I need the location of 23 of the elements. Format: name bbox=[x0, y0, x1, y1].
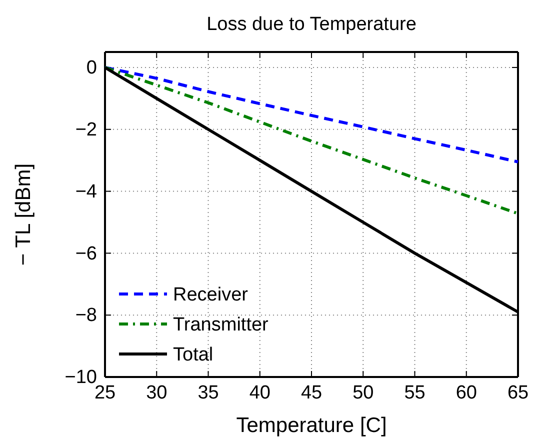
legend-label: Receiver bbox=[173, 284, 249, 306]
x-tick-label: 35 bbox=[198, 382, 219, 404]
x-tick-label: 40 bbox=[249, 382, 270, 404]
x-axis-title: Temperature [C] bbox=[236, 414, 387, 437]
line-series bbox=[104, 66, 520, 164]
y-tick-label: −10 bbox=[64, 367, 97, 388]
y-tick-label: −8 bbox=[75, 305, 97, 326]
x-tick-label: 50 bbox=[352, 382, 374, 404]
y-tick-label: −2 bbox=[75, 119, 97, 140]
x-tick-label: 55 bbox=[404, 382, 426, 404]
y-tick-label: 0 bbox=[86, 58, 97, 79]
x-tick-label: 65 bbox=[507, 382, 529, 404]
y-tick-label: −6 bbox=[75, 243, 97, 264]
chart-title: Loss due to Temperature bbox=[206, 14, 416, 35]
y-tick-label: −4 bbox=[75, 181, 98, 202]
legend-label: Total bbox=[173, 344, 214, 366]
legend-label: Transmitter bbox=[173, 314, 270, 336]
x-tick-label: 45 bbox=[300, 382, 322, 404]
line-series bbox=[104, 66, 520, 216]
x-tick-label: 60 bbox=[456, 382, 477, 404]
y-axis-title: − TL [dBm] bbox=[12, 163, 35, 266]
x-tick-label: 25 bbox=[94, 382, 116, 404]
x-tick-label: 30 bbox=[146, 382, 168, 404]
